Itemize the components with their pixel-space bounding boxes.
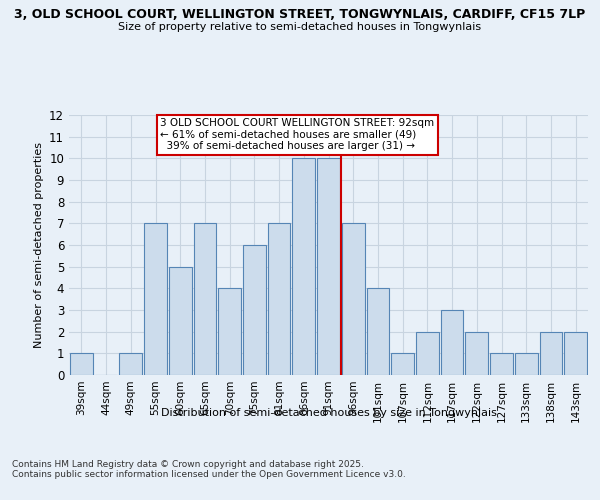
Bar (194, 224, 216, 375)
Bar (169, 266, 191, 375)
Bar (317, 158, 340, 375)
Bar (292, 158, 315, 375)
Bar (515, 354, 538, 375)
Bar (367, 288, 389, 375)
Bar (70, 354, 93, 375)
Bar (268, 224, 290, 375)
Bar (564, 332, 587, 375)
Bar (466, 332, 488, 375)
Text: Contains HM Land Registry data © Crown copyright and database right 2025.
Contai: Contains HM Land Registry data © Crown c… (12, 460, 406, 479)
Bar (342, 224, 365, 375)
Bar (539, 332, 562, 375)
Bar (416, 332, 439, 375)
Text: 3, OLD SCHOOL COURT, WELLINGTON STREET, TONGWYNLAIS, CARDIFF, CF15 7LP: 3, OLD SCHOOL COURT, WELLINGTON STREET, … (14, 8, 586, 20)
Text: Size of property relative to semi-detached houses in Tongwynlais: Size of property relative to semi-detach… (118, 22, 482, 32)
Bar (144, 224, 167, 375)
Bar (218, 288, 241, 375)
Bar (119, 354, 142, 375)
Bar (441, 310, 463, 375)
Text: Distribution of semi-detached houses by size in Tongwynlais: Distribution of semi-detached houses by … (161, 408, 497, 418)
Bar (391, 354, 414, 375)
Bar (490, 354, 513, 375)
Bar (243, 245, 266, 375)
Text: 3 OLD SCHOOL COURT WELLINGTON STREET: 92sqm
← 61% of semi-detached houses are sm: 3 OLD SCHOOL COURT WELLINGTON STREET: 92… (160, 118, 434, 152)
Y-axis label: Number of semi-detached properties: Number of semi-detached properties (34, 142, 44, 348)
